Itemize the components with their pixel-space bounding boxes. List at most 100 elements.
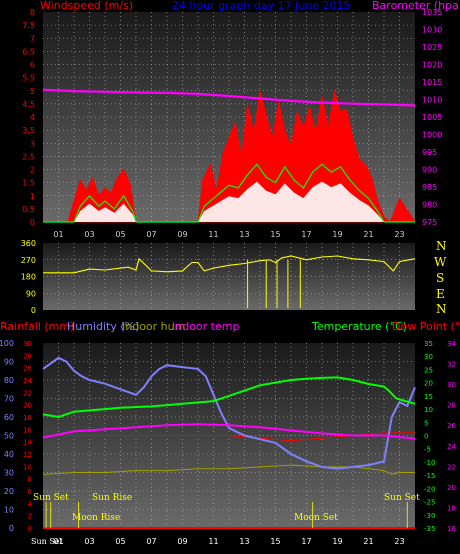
windspeed-tick-label: 6 bbox=[30, 61, 35, 70]
barometer-tick-label: 985 bbox=[422, 183, 437, 192]
temperature-tick-label: 15 bbox=[424, 393, 433, 401]
direction-tick-label: 180 bbox=[21, 273, 36, 282]
barometer-tick-label: 990 bbox=[422, 166, 437, 175]
windspeed-tick-label: 3.5 bbox=[22, 126, 35, 135]
indoor-temp-series bbox=[42, 423, 416, 440]
indoor-tick-label: 16 bbox=[447, 525, 456, 533]
windspeed-tick-label: 1 bbox=[30, 192, 35, 201]
event-moon-set: Moon Set bbox=[294, 513, 338, 523]
hour-tick-label-bottom: 07 bbox=[146, 537, 156, 546]
rainfall-tick-label: 16 bbox=[23, 426, 32, 434]
indoor-tick-label: 22 bbox=[447, 463, 456, 471]
hour-tick-label-bottom: 09 bbox=[177, 537, 187, 546]
barometer-tick-label: 1030 bbox=[422, 26, 442, 35]
temperature-tick-label: 5 bbox=[424, 419, 428, 427]
windspeed-tick-label: 1.5 bbox=[22, 179, 35, 188]
hour-tick-label-bottom: 05 bbox=[115, 537, 125, 546]
temperature-tick-label: 25 bbox=[424, 366, 433, 374]
event-sun-set-right: Sun Set bbox=[384, 493, 420, 503]
direction-letter-n-bottom: N bbox=[436, 302, 447, 316]
hour-tick-label-bottom: 03 bbox=[84, 537, 94, 546]
humidity-series bbox=[42, 356, 416, 470]
barometer-tick-label: 975 bbox=[422, 218, 437, 227]
humidity-tick-label: 20 bbox=[4, 487, 14, 496]
humidity-tick-label: 90 bbox=[4, 358, 14, 367]
windspeed-tick-label: 8 bbox=[30, 8, 35, 17]
hour-tick-label: 07 bbox=[146, 230, 156, 239]
temperature-tick-label: -5 bbox=[424, 446, 431, 454]
barometer-tick-label: 995 bbox=[422, 148, 437, 157]
barometer-tick-label: 1010 bbox=[422, 96, 442, 105]
temperature-tick-label: -20 bbox=[424, 485, 435, 493]
rainfall-tick-label: 8 bbox=[28, 476, 32, 484]
temperature-tick-label: -30 bbox=[424, 512, 435, 520]
windspeed-tick-label: 7.5 bbox=[22, 21, 35, 30]
temperature-tick-label: 0 bbox=[424, 433, 428, 441]
humidity-tick-label: 60 bbox=[4, 413, 14, 422]
direction-tick-label: 360 bbox=[21, 239, 36, 248]
rainfall-tick-label: 12 bbox=[23, 451, 32, 459]
legend-indoor-temp: Indoor temp bbox=[172, 320, 239, 333]
legend-rainfall: Rainfall (mm) bbox=[0, 320, 74, 333]
indoor-tick-label: 24 bbox=[447, 443, 456, 451]
humidity-tick-label: 50 bbox=[4, 432, 14, 441]
indoor-tick-label: 20 bbox=[447, 484, 456, 492]
legend-humidity: Humidity (%) bbox=[67, 320, 139, 333]
legend-temperature: Temperature (°C) bbox=[311, 320, 407, 333]
humidity-tick-label: 80 bbox=[4, 376, 14, 385]
hour-tick-label-bottom: 19 bbox=[332, 537, 342, 546]
temperature-tick-label: 10 bbox=[424, 406, 433, 414]
windspeed-tick-label: 5.5 bbox=[22, 74, 35, 83]
barometer-tick-label: 1000 bbox=[422, 131, 442, 140]
direction-panel bbox=[43, 243, 415, 310]
hour-tick-label-bottom: 13 bbox=[239, 537, 249, 546]
rainfall-tick-label: 14 bbox=[23, 439, 32, 447]
hour-tick-label-bottom: 23 bbox=[394, 537, 404, 546]
legend-dewpoint: Dew Point (°C) bbox=[392, 320, 460, 333]
humidity-tick-label: 0 bbox=[9, 524, 14, 533]
direction-tick-label: 270 bbox=[21, 256, 36, 265]
rainfall-tick-label: 20 bbox=[23, 402, 32, 410]
hour-tick-label: 09 bbox=[177, 230, 187, 239]
windspeed-tick-label: 2.5 bbox=[22, 152, 35, 161]
humidity-tick-label: 40 bbox=[4, 450, 14, 459]
temperature-tick-label: 30 bbox=[424, 353, 433, 361]
barometer-tick-label: 1020 bbox=[422, 61, 442, 70]
rainfall-tick-label: 28 bbox=[23, 352, 32, 360]
humidity-tick-label: 70 bbox=[4, 395, 14, 404]
rainfall-tick-label: 26 bbox=[23, 365, 32, 373]
windspeed-axis-title: Windspeed (m/s) bbox=[40, 0, 133, 12]
rainfall-tick-label: 6 bbox=[28, 488, 33, 496]
indoor-tick-label: 30 bbox=[447, 381, 456, 389]
temperature-tick-label: -25 bbox=[424, 499, 435, 507]
event-sun-set-left: Sun Set bbox=[33, 493, 69, 503]
axis-sun-set-label: Sun Set bbox=[31, 537, 64, 546]
barometer-tick-label: 1035 bbox=[422, 8, 442, 17]
hour-tick-label: 17 bbox=[301, 230, 311, 239]
hour-tick-label: 15 bbox=[270, 230, 280, 239]
rainfall-tick-label: 10 bbox=[23, 463, 32, 471]
hour-tick-label: 01 bbox=[53, 230, 63, 239]
hour-tick-label: 21 bbox=[363, 230, 373, 239]
rainfall-tick-label: 0 bbox=[28, 525, 32, 533]
direction-letter-w: W bbox=[434, 255, 447, 269]
rainfall-tick-label: 24 bbox=[23, 377, 32, 385]
humidity-tick-label: 100 bbox=[0, 339, 14, 348]
rainfall-tick-label: 2 bbox=[28, 513, 32, 521]
hour-tick-label: 13 bbox=[239, 230, 249, 239]
event-moon-rise: Moon Rise bbox=[72, 513, 120, 523]
barometer-tick-label: 1015 bbox=[422, 78, 442, 87]
event-sun-rise: Sun Rise bbox=[92, 493, 132, 503]
hour-tick-label-bottom: 15 bbox=[270, 537, 280, 546]
temperature-tick-label: -15 bbox=[424, 472, 435, 480]
barometer-tick-label: 1005 bbox=[422, 113, 442, 122]
indoor-tick-label: 34 bbox=[447, 340, 456, 348]
rainfall-tick-label: 30 bbox=[23, 340, 32, 348]
direction-letter-e: E bbox=[436, 287, 445, 301]
indoor-tick-label: 18 bbox=[447, 504, 456, 512]
hour-tick-label: 11 bbox=[208, 230, 218, 239]
windspeed-tick-label: 0.5 bbox=[22, 205, 35, 214]
indoor-tick-label: 32 bbox=[447, 361, 456, 369]
graph-title: 24 hour graph day 17 June 2015 bbox=[172, 0, 351, 12]
